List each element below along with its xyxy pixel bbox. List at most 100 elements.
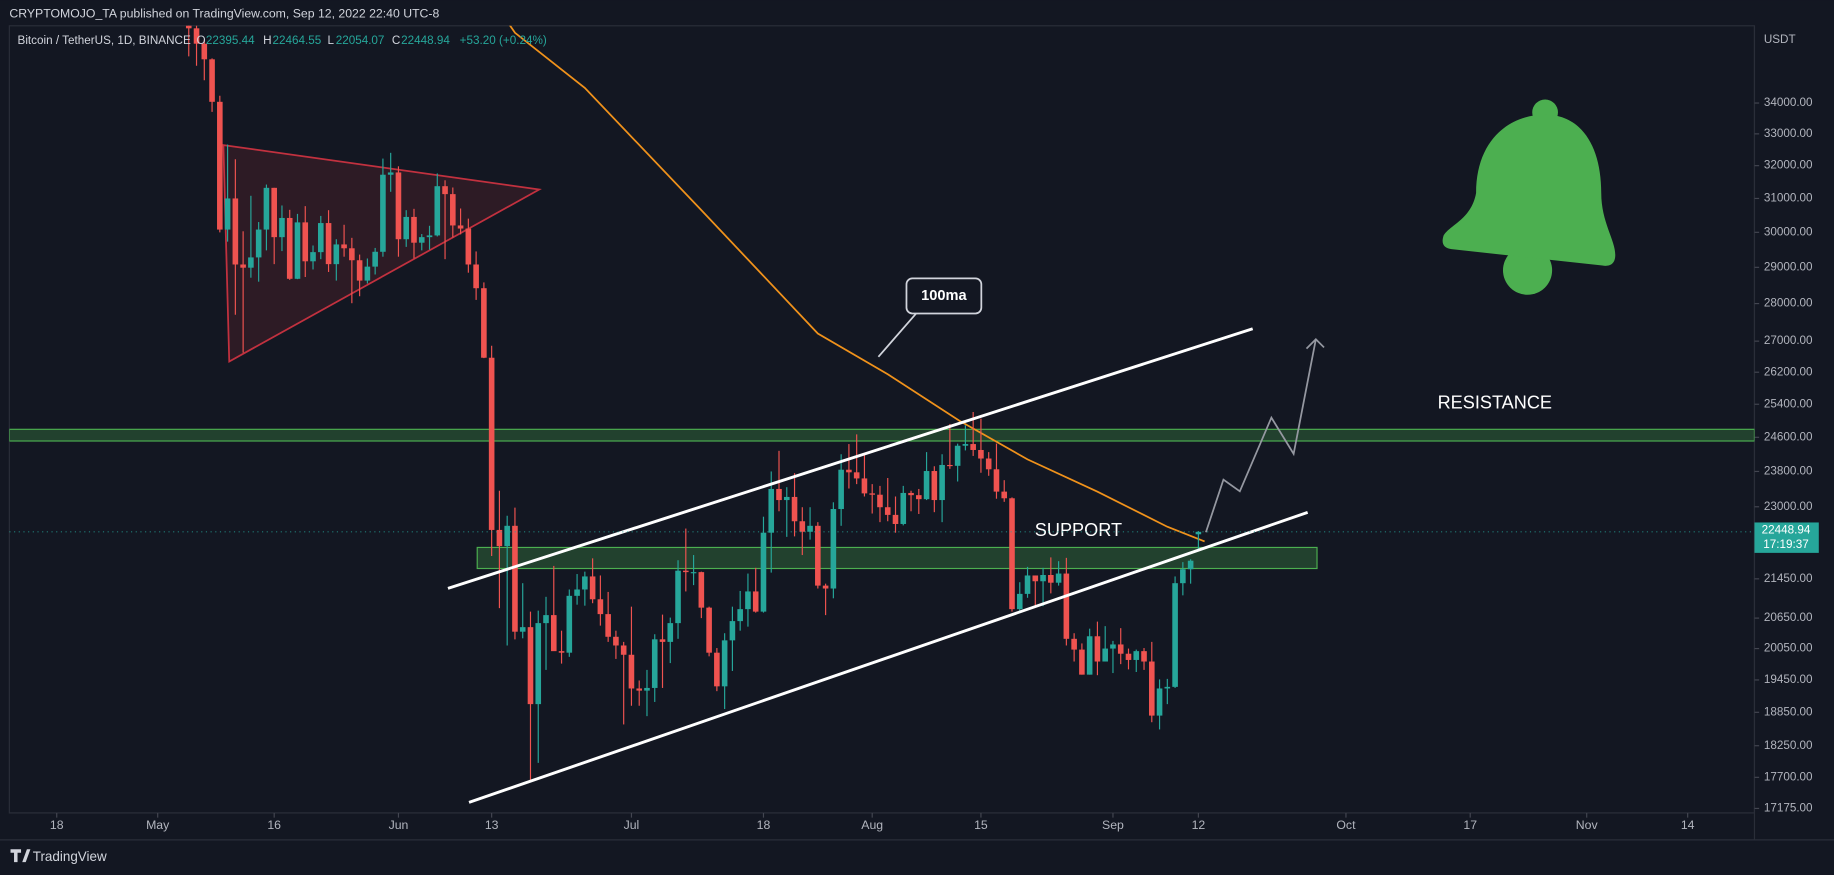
y-tick-label: 19450.00 [1764, 673, 1813, 686]
candle-body [729, 621, 736, 641]
candle-body [877, 494, 883, 508]
y-tick-label: 25400.00 [1764, 397, 1813, 410]
price-tag-time: 17:19:37 [1763, 538, 1809, 551]
candle-body [255, 229, 262, 258]
candle-body [1164, 686, 1171, 689]
candle-body [380, 174, 386, 252]
candle-body [846, 469, 852, 473]
candle-body [1110, 644, 1116, 649]
x-tick-label: 12 [1192, 818, 1206, 832]
y-tick-label: 23800.00 [1764, 465, 1813, 478]
candle-body [240, 264, 246, 268]
candle-body [900, 492, 907, 524]
y-tick-label: 27000.00 [1764, 334, 1813, 347]
candle-body [690, 572, 697, 574]
candle-body [706, 607, 712, 653]
y-tick-label: 26200.00 [1764, 365, 1813, 378]
x-tick-label: 18 [50, 818, 64, 832]
candle-body [884, 507, 891, 515]
legend-ohlc-letter: O [197, 34, 206, 47]
candle-body [954, 445, 961, 466]
x-tick-label: Sep [1102, 818, 1124, 832]
candle-body [465, 228, 472, 265]
candle-body [916, 495, 922, 500]
candle-body [248, 257, 254, 268]
candle-body [1009, 498, 1015, 610]
candle-body [271, 187, 277, 238]
drawings [9, 144, 1755, 570]
candle-body [481, 288, 487, 358]
candle-body [908, 492, 914, 496]
candle-body [473, 264, 479, 289]
candle-body [1141, 651, 1147, 662]
candle-body [628, 654, 635, 689]
channel-upper-line [447, 327, 1254, 590]
candle-body [217, 101, 223, 230]
candle-body [341, 244, 347, 249]
candle-body [597, 599, 604, 615]
y-tick-label: 31000.00 [1764, 192, 1813, 205]
y-tick-label: 20650.00 [1764, 611, 1813, 624]
candle-body [286, 217, 293, 279]
legend-ohlc-letter: H [263, 34, 271, 47]
candle-body [310, 252, 316, 262]
price-unit: USDT [1764, 33, 1796, 46]
x-tick-label: 17 [1463, 818, 1477, 832]
x-tick-label: May [146, 818, 170, 832]
legend-change: +53.20 (+0.24%) [460, 34, 547, 47]
candle-body [1032, 575, 1039, 582]
y-tick-label: 33000.00 [1764, 127, 1813, 140]
candle-body [1195, 531, 1202, 535]
candle-body [333, 244, 340, 265]
x-tick-label: Aug [861, 818, 883, 832]
candle-body [1156, 688, 1163, 716]
footer-brand: TradingView [33, 849, 107, 864]
candle-body [403, 216, 410, 240]
candle-body [636, 688, 643, 691]
candle-body [566, 595, 573, 653]
candle-body [325, 223, 332, 265]
candle-body [224, 198, 231, 230]
candle-body [737, 609, 743, 622]
overlay [447, 99, 1616, 804]
candle-body [263, 187, 270, 230]
candle-body [496, 529, 503, 547]
y-tick-label: 29000.00 [1764, 260, 1813, 273]
candle-body [582, 576, 588, 590]
candle-body [892, 514, 899, 524]
support-zone [476, 546, 1318, 570]
candle-body [776, 488, 782, 501]
y-tick-label: 24600.00 [1764, 430, 1813, 443]
candle-body [993, 469, 1000, 492]
y-tick-label: 18250.00 [1764, 739, 1813, 752]
candle-body [1048, 574, 1054, 583]
candle-body [450, 194, 456, 226]
legend-ohlc-value: 22395.44 [206, 34, 255, 47]
candle-body [838, 469, 844, 510]
candle-body [1187, 560, 1194, 570]
candle-body [721, 640, 728, 687]
candle-body [1040, 574, 1046, 582]
candle-body [931, 471, 938, 501]
candle-body [279, 217, 285, 238]
candle-body [947, 464, 953, 467]
candle-body [356, 260, 363, 281]
candle-body [372, 251, 378, 267]
bell-icon [1442, 99, 1616, 295]
candle-body [939, 464, 945, 501]
candle-body [558, 651, 565, 653]
y-tick-label: 21450.00 [1764, 572, 1813, 585]
candle-body [317, 223, 324, 253]
candle-body [387, 172, 394, 175]
candle-body [209, 59, 215, 102]
candle-body [985, 458, 992, 470]
candle-body [504, 525, 510, 547]
candle-body [1055, 573, 1062, 583]
candle-body [589, 576, 596, 600]
candle-body [574, 589, 580, 596]
candles [185, 25, 1205, 783]
y-tick-label: 34000.00 [1764, 96, 1813, 109]
candle-body [923, 471, 930, 500]
candle-body [613, 636, 619, 646]
